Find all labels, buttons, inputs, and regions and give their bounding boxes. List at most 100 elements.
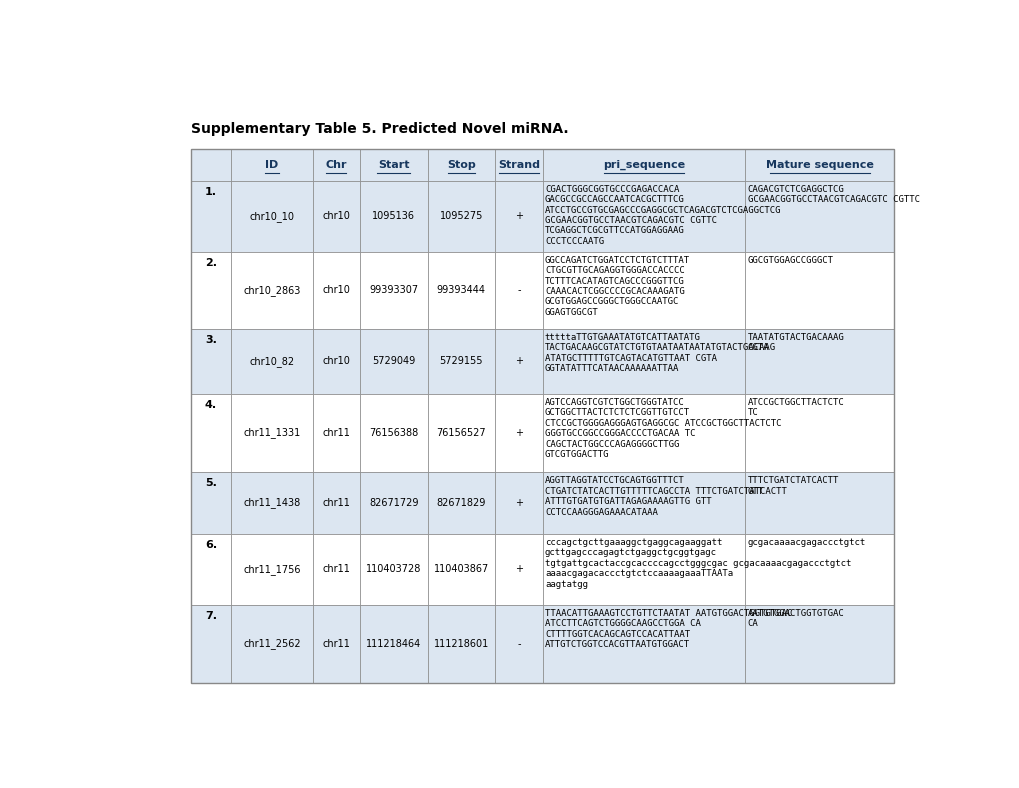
Bar bbox=[542, 180, 745, 251]
Text: Stop: Stop bbox=[446, 160, 475, 170]
Text: chr11: chr11 bbox=[322, 639, 350, 649]
Text: 1095275: 1095275 bbox=[439, 211, 483, 221]
Bar bbox=[360, 472, 427, 533]
Text: 1.: 1. bbox=[205, 187, 217, 196]
Bar bbox=[360, 394, 427, 472]
Text: 110403867: 110403867 bbox=[433, 564, 488, 574]
Text: 1095136: 1095136 bbox=[372, 211, 415, 221]
Text: 5.: 5. bbox=[205, 478, 217, 489]
Bar bbox=[542, 604, 745, 683]
Bar bbox=[312, 472, 360, 533]
Text: TAATATGTACTGACAAAG
CGTA: TAATATGTACTGACAAAG CGTA bbox=[747, 333, 844, 352]
Bar bbox=[427, 329, 494, 394]
Text: -: - bbox=[517, 285, 520, 296]
Bar bbox=[427, 533, 494, 604]
Bar bbox=[427, 604, 494, 683]
Text: 76156527: 76156527 bbox=[436, 428, 486, 438]
Text: 4.: 4. bbox=[205, 400, 217, 410]
Bar bbox=[191, 604, 231, 683]
Bar bbox=[542, 394, 745, 472]
Text: +: + bbox=[515, 498, 523, 508]
Bar bbox=[542, 329, 745, 394]
Bar bbox=[191, 251, 231, 329]
Text: chr11_2562: chr11_2562 bbox=[243, 638, 301, 649]
Bar bbox=[427, 472, 494, 533]
Bar bbox=[745, 180, 894, 251]
Text: chr10: chr10 bbox=[322, 211, 350, 221]
Text: -: - bbox=[517, 639, 520, 649]
Bar bbox=[360, 149, 427, 180]
Bar bbox=[494, 533, 542, 604]
Text: 3.: 3. bbox=[205, 335, 217, 345]
Text: tttttaTTGTGAAATATGTCATTAATATG
TACTGACAAGCGTATCTGTGTAATAATAATATGTACTGACAAG
ATATGC: tttttaTTGTGAAATATGTCATTAATATG TACTGACAAG… bbox=[544, 333, 775, 374]
Bar bbox=[312, 533, 360, 604]
Text: chr11: chr11 bbox=[322, 428, 350, 438]
Bar bbox=[542, 251, 745, 329]
Text: chr10_82: chr10_82 bbox=[249, 356, 294, 366]
Text: 82671729: 82671729 bbox=[369, 498, 418, 508]
Bar bbox=[360, 251, 427, 329]
Bar bbox=[191, 394, 231, 472]
Text: cccagctgcttgaaaggctgaggcagaaggatt
gcttgagcccagagtctgaggctgcggtgagc
tgtgattgcacta: cccagctgcttgaaaggctgaggcagaaggatt gcttga… bbox=[544, 538, 851, 589]
Text: Supplementary Table 5. Predicted Novel miRNA.: Supplementary Table 5. Predicted Novel m… bbox=[191, 122, 568, 136]
Bar bbox=[745, 604, 894, 683]
Text: +: + bbox=[515, 428, 523, 438]
Text: 111218601: 111218601 bbox=[433, 639, 488, 649]
Bar bbox=[542, 533, 745, 604]
Bar bbox=[745, 251, 894, 329]
Bar bbox=[494, 604, 542, 683]
Text: AGGTTAGGTATCCTGCAGTGGTTTCT
CTGATCTATCACTTGTTTTTCAGCCTA TTTCTGATCTATCACTT
ATTTGTG: AGGTTAGGTATCCTGCAGTGGTTTCT CTGATCTATCACT… bbox=[544, 477, 786, 517]
Text: chr11: chr11 bbox=[322, 564, 350, 574]
Bar bbox=[494, 329, 542, 394]
Text: 2.: 2. bbox=[205, 258, 217, 268]
Text: chr11_1331: chr11_1331 bbox=[244, 428, 301, 438]
Text: CAGACGTCTCGAGGCTCG
GCGAACGGTGCCTAACGTCAGACGTC CGTTC: CAGACGTCTCGAGGCTCG GCGAACGGTGCCTAACGTCAG… bbox=[747, 184, 919, 204]
Text: CGACTGGGCGGTGCCCGAGACCACA
GACGCCGCCAGCCAATCACGCTTTCG
ATCCTGCCGTGCGAGCCCGAGGCGCTC: CGACTGGGCGGTGCCCGAGACCACA GACGCCGCCAGCCA… bbox=[544, 184, 781, 246]
Bar bbox=[231, 251, 312, 329]
Bar bbox=[745, 533, 894, 604]
Bar bbox=[494, 149, 542, 180]
Bar bbox=[191, 329, 231, 394]
Bar bbox=[542, 149, 745, 180]
Bar bbox=[427, 180, 494, 251]
Text: 99393307: 99393307 bbox=[369, 285, 418, 296]
Text: AATGTGGACTGGTGTGAC
CA: AATGTGGACTGGTGTGAC CA bbox=[747, 609, 844, 628]
Text: gcgacaaaacgagaccctgtct: gcgacaaaacgagaccctgtct bbox=[747, 538, 865, 547]
Text: chr10_2863: chr10_2863 bbox=[243, 284, 301, 296]
Bar bbox=[360, 180, 427, 251]
Text: chr10_10: chr10_10 bbox=[250, 210, 294, 221]
Text: chr11_1438: chr11_1438 bbox=[244, 497, 301, 508]
Bar bbox=[494, 472, 542, 533]
Bar bbox=[494, 394, 542, 472]
Bar bbox=[427, 149, 494, 180]
Text: 82671829: 82671829 bbox=[436, 498, 485, 508]
Bar bbox=[312, 251, 360, 329]
Bar bbox=[494, 251, 542, 329]
Text: 5729155: 5729155 bbox=[439, 356, 483, 366]
Text: Start: Start bbox=[378, 160, 409, 170]
Text: chr10: chr10 bbox=[322, 356, 350, 366]
Text: GGCCAGATCTGGATCCTCTGTCTTTAT
CTGCGTTGCAGAGGTGGGACCACCCC
TCTTTCACATAGTCAGCCCGGGTTC: GGCCAGATCTGGATCCTCTGTCTTTAT CTGCGTTGCAGA… bbox=[544, 256, 689, 317]
Bar bbox=[191, 472, 231, 533]
Bar bbox=[231, 533, 312, 604]
Bar bbox=[191, 533, 231, 604]
Text: 7.: 7. bbox=[205, 611, 217, 621]
Bar bbox=[231, 149, 312, 180]
Text: 99393444: 99393444 bbox=[436, 285, 485, 296]
Bar bbox=[231, 472, 312, 533]
Bar bbox=[360, 329, 427, 394]
Bar bbox=[312, 329, 360, 394]
Text: +: + bbox=[515, 356, 523, 366]
Bar bbox=[191, 149, 231, 180]
Text: Chr: Chr bbox=[325, 160, 346, 170]
Bar bbox=[427, 251, 494, 329]
Text: ID: ID bbox=[265, 160, 278, 170]
Text: TTAACATTGAAAGTCCTGTTCTAATAT AATGTGGACTGGTGTGAC
ATCCTTCAGTCTGGGGCAAGCCTGGA CA
CTT: TTAACATTGAAAGTCCTGTTCTAATAT AATGTGGACTGG… bbox=[544, 609, 792, 649]
Bar bbox=[231, 604, 312, 683]
Bar bbox=[312, 149, 360, 180]
Text: 76156388: 76156388 bbox=[369, 428, 418, 438]
Text: +: + bbox=[515, 564, 523, 574]
Text: 111218464: 111218464 bbox=[366, 639, 421, 649]
Bar bbox=[427, 394, 494, 472]
Text: Mature sequence: Mature sequence bbox=[765, 160, 873, 170]
